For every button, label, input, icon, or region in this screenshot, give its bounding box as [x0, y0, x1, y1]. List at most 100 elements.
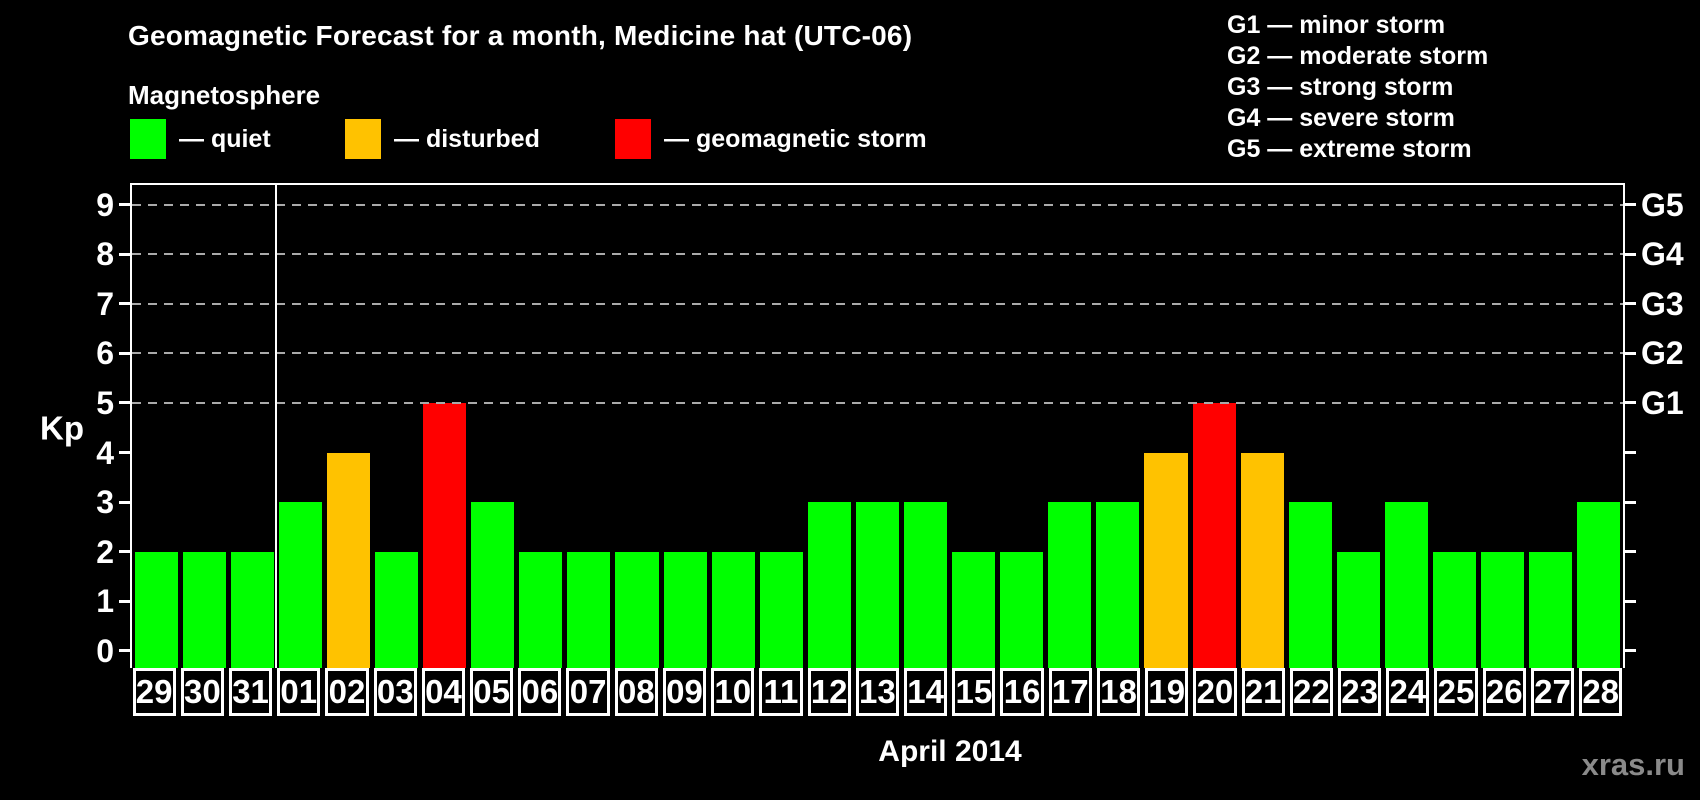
- g-axis-label-g2: G2: [1641, 335, 1684, 372]
- day-label-11: 11: [759, 668, 803, 716]
- bar-slot-16: [998, 185, 1046, 668]
- kp-bar-day-13: [855, 502, 899, 668]
- day-label-04: 04: [421, 668, 466, 716]
- bar-slot-12: [805, 185, 853, 668]
- bar-slot-01: [276, 185, 324, 668]
- magnetosphere-label: Magnetosphere: [128, 80, 321, 110]
- day-label-10: 10: [711, 668, 755, 716]
- y-tick-left-7: [119, 302, 132, 306]
- y-tick-left-0: [119, 649, 132, 653]
- gridline-kp-5: [132, 401, 1623, 404]
- day-label-06: 06: [518, 668, 562, 716]
- kp-bar-day-14: [904, 502, 948, 668]
- kp-bar-day-17: [1048, 502, 1092, 668]
- bar-slot-14: [902, 185, 950, 668]
- kp-bar-day-16: [1000, 551, 1044, 668]
- day-label-16: 16: [1000, 668, 1044, 716]
- day-label-27: 27: [1530, 668, 1575, 716]
- y-tick-left-9: [119, 203, 132, 207]
- g2-legend-line: G2 — moderate storm: [1227, 42, 1489, 70]
- day-label-19: 19: [1145, 668, 1189, 716]
- x-axis-title: April 2014: [878, 735, 1022, 768]
- day-label-12: 12: [807, 668, 851, 716]
- bar-slot-28: [1575, 185, 1623, 668]
- kp-bar-day-21: [1240, 452, 1284, 668]
- bar-slot-07: [565, 185, 613, 668]
- kp-bar-day-03: [374, 551, 419, 668]
- kp-bar-day-12: [807, 502, 851, 668]
- bar-slot-13: [853, 185, 901, 668]
- bar-slot-02: [324, 185, 372, 668]
- storm-color-swatch: [615, 119, 651, 159]
- storm-scale-legend: G1 — minor storm G2 — moderate storm G3 …: [1227, 10, 1488, 165]
- g5-legend-line: G5 — extreme storm: [1227, 135, 1472, 163]
- day-label-09: 09: [662, 668, 707, 716]
- gridline-kp-8: [132, 253, 1623, 256]
- bar-slot-27: [1527, 185, 1575, 668]
- disturbed-color-swatch: [345, 119, 381, 159]
- day-label-08: 08: [614, 668, 658, 716]
- day-label-05: 05: [470, 668, 514, 716]
- kp-bar-day-02: [326, 452, 370, 668]
- bar-slot-21: [1238, 185, 1286, 668]
- kp-bar-day-07: [567, 551, 611, 668]
- y-tick-left-3: [119, 500, 132, 504]
- page-title: Geomagnetic Forecast for a month, Medici…: [128, 20, 913, 51]
- day-label-15: 15: [952, 668, 996, 716]
- y-tick-right-0: [1623, 649, 1636, 653]
- day-label-26: 26: [1482, 668, 1526, 716]
- y-tick-label-3: 3: [96, 484, 114, 521]
- kp-bar-day-08: [615, 551, 659, 668]
- bar-slot-26: [1479, 185, 1527, 668]
- y-tick-left-5: [119, 401, 132, 405]
- g-axis-label-g3: G3: [1641, 285, 1684, 322]
- bar-slot-04: [421, 185, 469, 668]
- day-label-14: 14: [904, 668, 948, 716]
- bar-slot-24: [1382, 185, 1430, 668]
- kp-bar-day-25: [1433, 551, 1477, 668]
- kp-bar-day-11: [759, 551, 803, 668]
- y-tick-right-8: [1623, 252, 1636, 256]
- day-label-29: 29: [132, 668, 176, 716]
- bar-slot-31: [228, 185, 276, 668]
- bar-slot-25: [1431, 185, 1479, 668]
- kp-bar-day-10: [711, 551, 755, 668]
- g4-legend-line: G4 — severe storm: [1227, 104, 1455, 132]
- legend-item-quiet: — quiet: [130, 118, 271, 160]
- y-tick-right-1: [1623, 599, 1636, 603]
- legend-item-storm: — geomagnetic storm: [615, 118, 927, 160]
- quiet-legend-label: — quiet: [179, 124, 271, 153]
- bar-slot-23: [1334, 185, 1382, 668]
- y-tick-label-5: 5: [96, 384, 114, 421]
- day-label-24: 24: [1386, 668, 1430, 716]
- bar-slot-18: [1094, 185, 1142, 668]
- day-label-28: 28: [1579, 668, 1623, 716]
- bar-slot-22: [1286, 185, 1334, 668]
- day-label-23: 23: [1337, 668, 1382, 716]
- kp-bar-day-09: [663, 551, 707, 668]
- day-label-30: 30: [180, 668, 224, 716]
- gridline-kp-9: [132, 203, 1623, 206]
- month-separator-line: [275, 185, 278, 668]
- bars: [132, 185, 1623, 668]
- watermark: xras.ru: [1581, 747, 1685, 782]
- y-tick-left-4: [119, 451, 132, 455]
- g-axis-label-g5: G5: [1641, 186, 1684, 223]
- gridline-kp-7: [132, 302, 1623, 305]
- y-tick-right-3: [1623, 500, 1636, 504]
- day-label-21: 21: [1241, 668, 1285, 716]
- kp-bar-day-26: [1481, 551, 1525, 668]
- y-tick-label-0: 0: [96, 632, 114, 669]
- y-tick-right-6: [1623, 351, 1636, 355]
- day-label-25: 25: [1434, 668, 1478, 716]
- bar-slot-10: [709, 185, 757, 668]
- y-tick-left-1: [119, 599, 132, 603]
- disturbed-legend-label: — disturbed: [394, 124, 540, 153]
- day-label-02: 02: [325, 668, 369, 716]
- bar-slot-19: [1142, 185, 1190, 668]
- kp-bar-day-28: [1577, 502, 1621, 668]
- g-axis-label-g4: G4: [1641, 236, 1684, 273]
- y-tick-left-6: [119, 351, 132, 355]
- kp-bar-day-23: [1336, 551, 1380, 668]
